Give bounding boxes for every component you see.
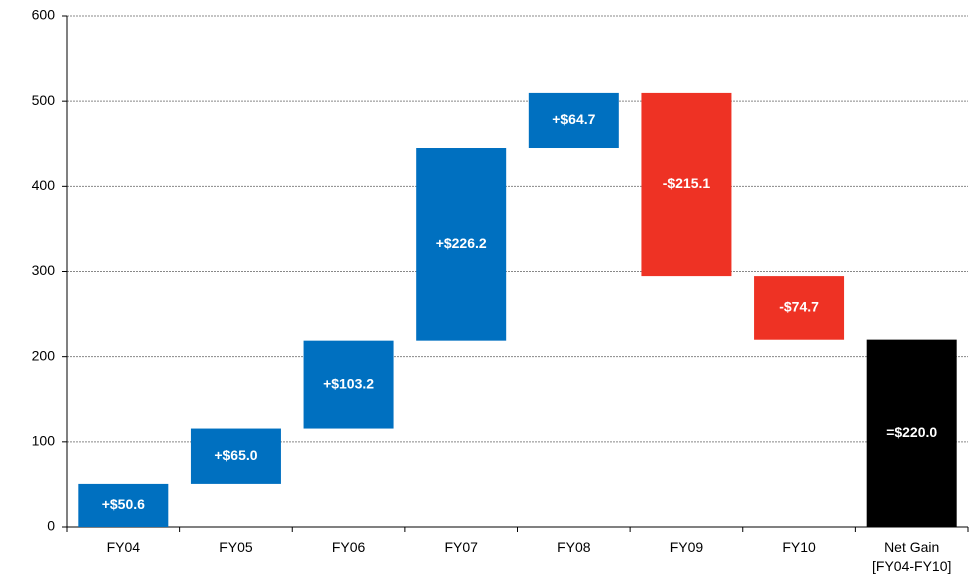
y-tick-label: 100 [32, 433, 56, 449]
x-tick-label: FY06 [331, 539, 366, 555]
data-label: +$65.0 [214, 447, 257, 463]
data-label: +$64.7 [552, 111, 595, 127]
y-tick-label: 500 [32, 92, 56, 108]
x-tick-label: FY10 [782, 539, 816, 555]
x-tick-label: FY04 [106, 539, 141, 555]
x-tick-label: Net Gain [FY04-FY10] [872, 539, 952, 574]
y-tick-label: 400 [32, 177, 56, 193]
data-label: +$50.6 [102, 496, 145, 512]
x-tick-label: FY09 [669, 539, 704, 555]
bar [528, 92, 619, 149]
data-label: -$74.7 [779, 299, 819, 315]
data-label: +$226.2 [436, 235, 487, 251]
data-label: -$215.1 [663, 175, 711, 191]
y-tick-label: 600 [32, 7, 56, 23]
bar [866, 339, 957, 527]
y-tick-label: 300 [32, 262, 56, 278]
bar [78, 483, 169, 527]
bar [754, 276, 845, 340]
x-tick-label: FY08 [557, 539, 591, 555]
y-tick-label: 0 [47, 518, 55, 534]
data-label: +$103.2 [323, 375, 374, 391]
data-label: =$220.0 [886, 424, 937, 440]
x-tick-label: FY07 [444, 539, 478, 555]
bar [641, 92, 732, 277]
y-tick-label: 200 [32, 347, 56, 363]
bar [190, 428, 281, 484]
bar [416, 148, 507, 341]
x-tick-label: FY05 [219, 539, 253, 555]
bar [303, 340, 394, 429]
